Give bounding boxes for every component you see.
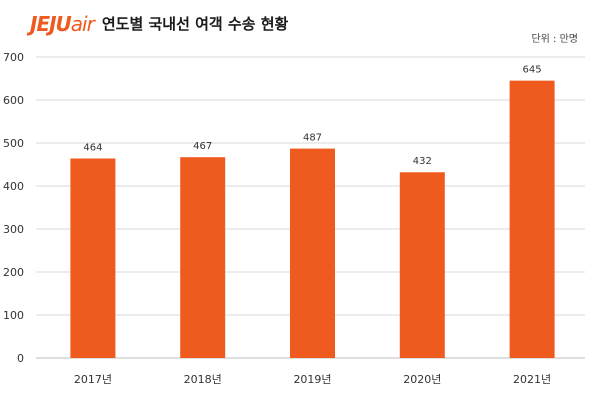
data-label: 487 [303,133,322,144]
data-label: 464 [83,142,102,153]
data-label: 467 [193,141,212,152]
bar [290,148,335,358]
brand-logo-part2: air [70,12,95,36]
bar [509,80,555,359]
data-label: 645 [523,65,542,76]
y-tick-label: 600 [3,94,24,107]
y-tick-label: 500 [3,137,24,150]
unit-label: 단위 : 만명 [531,34,578,45]
x-tick-label: 2021년 [513,373,551,386]
y-tick-label: 400 [3,180,24,193]
data-label: 432 [413,156,432,167]
bar [180,157,226,358]
x-tick-label: 2018년 [184,373,222,386]
y-tick-label: 700 [3,51,24,64]
bar [399,172,445,358]
bar [70,158,116,358]
y-tick-label: 0 [17,352,24,365]
x-tick-label: 2017년 [74,373,112,386]
y-tick-label: 200 [3,266,24,279]
y-tick-label: 300 [3,223,24,236]
chart-header: JEJUair 연도별 국내선 여객 수송 현황 [30,14,288,34]
brand-logo: JEJUair [30,12,95,36]
x-tick-label: 2019년 [293,373,331,386]
brand-logo-part1: JEJU [30,12,72,36]
y-tick-label: 100 [3,309,24,322]
x-tick-label: 2020년 [403,373,441,386]
chart-title: 연도별 국내선 여객 수송 현황 [101,14,289,33]
